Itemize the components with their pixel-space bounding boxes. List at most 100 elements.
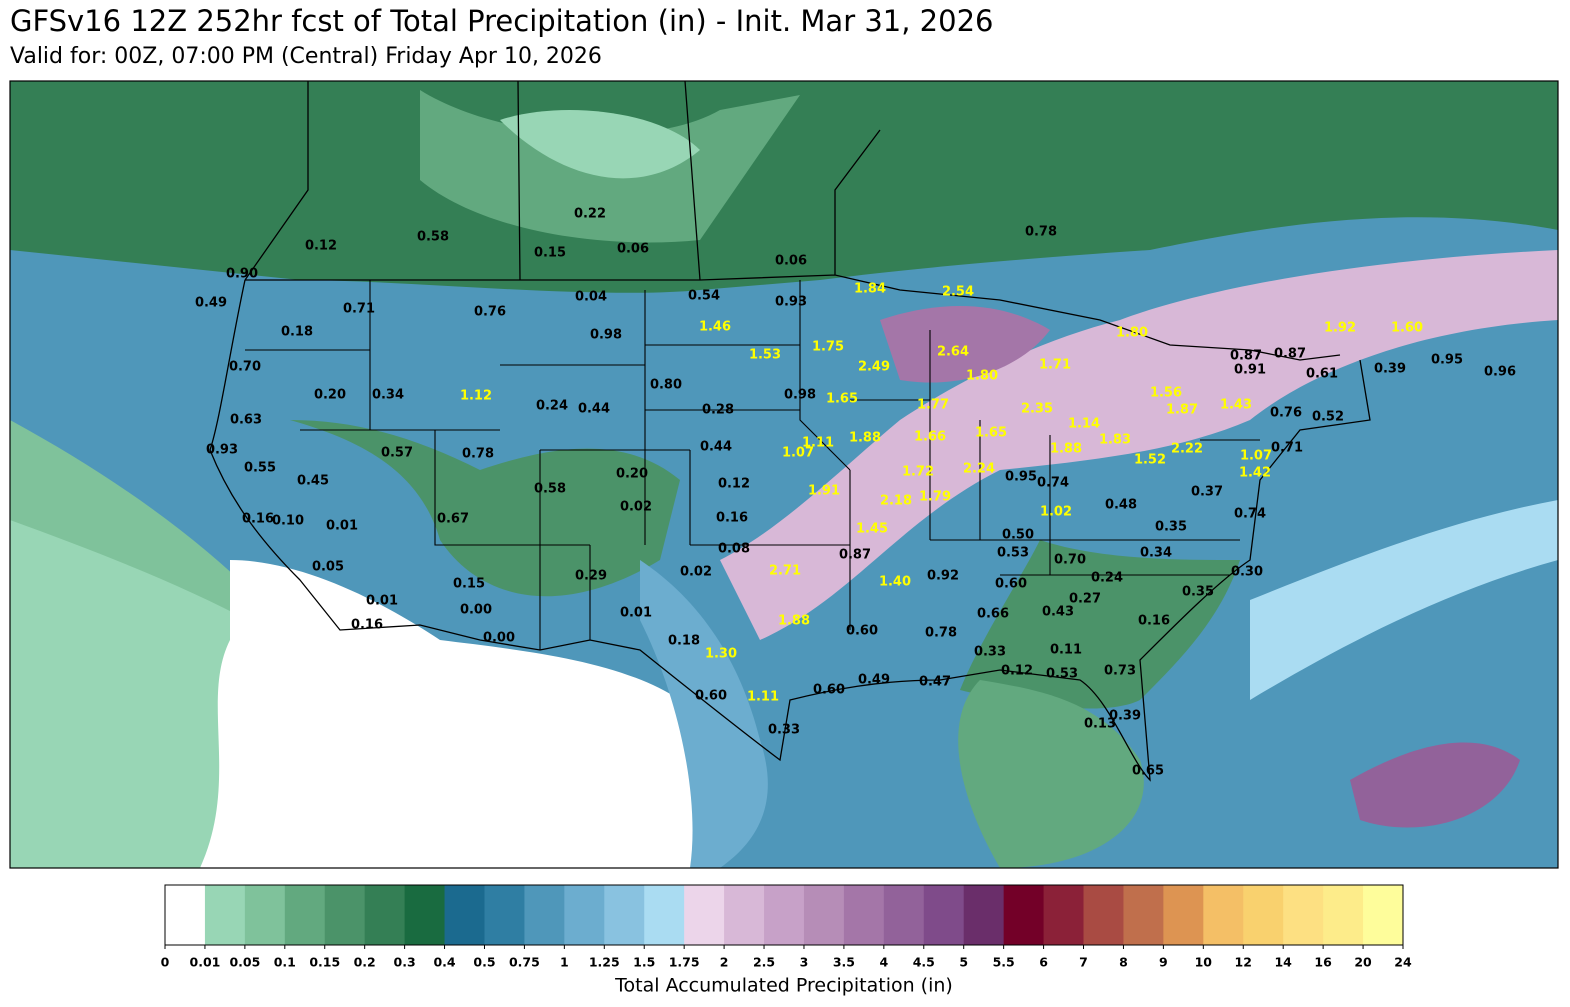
point-label: 1.43 (1220, 398, 1252, 413)
point-label: 0.02 (620, 500, 652, 515)
point-label: 0.20 (314, 388, 346, 403)
colorbar-segment (244, 885, 286, 945)
point-label: 0.67 (437, 512, 469, 527)
colorbar-segment (764, 885, 805, 945)
point-label: 0.53 (1046, 667, 1078, 682)
map (10, 81, 1558, 868)
point-label: 0.74 (1037, 476, 1069, 491)
colorbar-tick-label: 0.5 (473, 955, 495, 970)
point-label: 1.80 (966, 369, 998, 384)
point-label: 0.35 (1155, 520, 1187, 535)
point-label: 0.22 (574, 207, 606, 222)
colorbar-tick-label: 14 (1274, 955, 1292, 970)
colorbar-segment (604, 885, 645, 945)
point-label: 1.71 (1039, 358, 1071, 373)
colorbar-tick-label: 12 (1235, 955, 1252, 970)
colorbar-segment (1163, 885, 1204, 945)
point-label: 0.96 (1484, 365, 1516, 380)
subtitle: Valid for: 00Z, 07:00 PM (Central) Frida… (10, 44, 602, 69)
colorbar-tick-label: 0.4 (433, 955, 455, 970)
point-label: 1.42 (1239, 466, 1271, 481)
point-label: 0.44 (700, 440, 732, 455)
point-label: 0.95 (1431, 353, 1463, 368)
colorbar-tick-label: 7 (1079, 955, 1088, 970)
colorbar-segment (684, 885, 725, 945)
point-label: 0.71 (343, 302, 375, 317)
point-label: 0.71 (1271, 441, 1303, 456)
point-label: 0.13 (1084, 717, 1116, 732)
point-label: 1.07 (1240, 449, 1272, 464)
point-label: 0.24 (1091, 571, 1123, 586)
point-label: 0.73 (1104, 664, 1136, 679)
point-label: 1.40 (879, 575, 911, 590)
colorbar-segment (963, 885, 1005, 945)
point-label: 2.24 (963, 462, 995, 477)
point-label: 1.84 (854, 282, 886, 297)
colorbar-label: Total Accumulated Precipitation (in) (614, 975, 953, 997)
point-label: 2.49 (858, 360, 890, 375)
point-label: 1.65 (975, 426, 1007, 441)
colorbar-segment (803, 885, 845, 945)
point-label: 0.90 (226, 267, 258, 282)
point-label: 1.66 (914, 430, 946, 445)
point-label: 0.87 (1274, 347, 1306, 362)
point-label: 1.91 (808, 484, 840, 499)
point-label: 2.22 (1171, 442, 1203, 457)
colorbar-tick-label: 0.2 (354, 955, 376, 970)
point-label: 0.29 (575, 569, 607, 584)
rain-core (880, 306, 1050, 383)
point-label: 0.04 (575, 290, 607, 305)
colorbar-tick-label: 0.3 (394, 955, 416, 970)
dry-area (200, 560, 700, 868)
point-label: 0.16 (242, 512, 274, 527)
colorbar-tick-label: 6 (1039, 955, 1048, 970)
point-label: 0.39 (1374, 362, 1406, 377)
colorbar-segment (444, 885, 485, 945)
point-label: 0.54 (688, 289, 720, 304)
point-label: 0.27 (1069, 592, 1101, 607)
point-label: 0.24 (536, 399, 568, 414)
point-label: 0.92 (927, 569, 959, 584)
colorbar-segment (1043, 885, 1085, 945)
colorbar-segment (284, 885, 326, 945)
point-label: 1.77 (917, 398, 949, 413)
point-label: 0.70 (1054, 553, 1086, 568)
point-label: 0.12 (305, 239, 337, 254)
point-label: 0.60 (813, 683, 845, 698)
state-borders (245, 280, 1260, 650)
atlantic-core (1350, 742, 1520, 828)
point-label: 0.45 (297, 474, 329, 489)
point-label: 0.35 (1182, 585, 1214, 600)
point-label: 2.54 (942, 285, 974, 300)
colorbar-tick-label: 9 (1159, 955, 1168, 970)
point-label: 0.98 (590, 328, 622, 343)
point-label: 0.44 (578, 402, 610, 417)
colorbar-segment (644, 885, 685, 945)
colorbar-frame (164, 884, 1404, 946)
point-label: 1.12 (460, 389, 492, 404)
title: GFSv16 12Z 252hr fcst of Total Precipita… (10, 4, 993, 38)
point-label: 0.30 (1231, 565, 1263, 580)
colorbar-tick-label: 0.15 (309, 955, 340, 970)
point-label: 0.76 (1270, 406, 1302, 421)
point-label: 1.52 (1134, 453, 1166, 468)
point-label: 0.01 (326, 519, 358, 534)
point-label: 2.71 (769, 564, 801, 579)
point-label: 0.01 (366, 594, 398, 609)
point-label: 0.58 (534, 482, 566, 497)
point-label: 0.11 (1050, 643, 1082, 658)
point-label: 1.60 (1391, 321, 1423, 336)
colorbar-segment (1123, 885, 1164, 945)
point-label: 1.65 (826, 392, 858, 407)
point-label: 1.56 (1150, 386, 1182, 401)
point-label: 0.78 (1025, 225, 1057, 240)
colorbar-tick-label: 10 (1195, 955, 1213, 970)
point-label: 0.34 (1140, 546, 1172, 561)
point-label: 1.92 (1324, 321, 1356, 336)
colorbar-segment (324, 885, 366, 945)
colorbar-tick-label: 2.5 (753, 955, 775, 970)
point-label: 1.14 (1068, 417, 1100, 432)
point-label: 1.75 (812, 340, 844, 355)
point-label: 0.39 (1109, 709, 1141, 724)
point-label: 0.00 (460, 603, 492, 618)
